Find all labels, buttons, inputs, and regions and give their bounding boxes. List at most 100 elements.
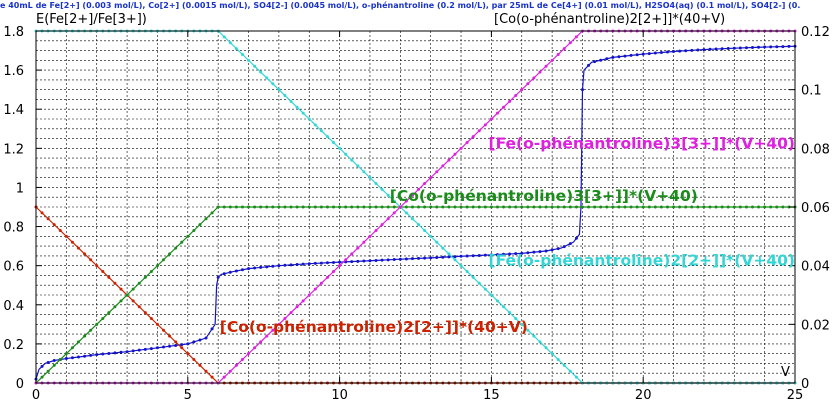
data-point	[204, 369, 208, 373]
data-point	[520, 322, 524, 326]
data-point	[374, 258, 378, 262]
data-point	[417, 187, 421, 191]
data-point	[204, 336, 208, 340]
data-point	[647, 205, 651, 209]
data-point	[295, 205, 299, 209]
data-point	[301, 299, 305, 303]
series-annotation: [Co(o-phénantroline)2[2+]]*(40+V)	[220, 318, 528, 336]
data-point	[247, 267, 251, 271]
data-point	[313, 261, 317, 265]
data-point	[441, 255, 445, 259]
data-point	[587, 63, 591, 67]
data-point	[137, 305, 141, 309]
y-left-tick-label: 1.2	[3, 142, 24, 157]
data-point	[702, 205, 706, 209]
data-point	[332, 260, 336, 264]
y-left-tick-label: 0.2	[3, 338, 24, 353]
data-point	[168, 252, 172, 256]
data-point	[429, 234, 433, 238]
data-point	[410, 205, 414, 209]
data-point	[89, 328, 93, 332]
data-point	[368, 176, 372, 180]
data-point	[538, 205, 542, 209]
data-point	[532, 250, 536, 254]
data-point	[301, 111, 305, 115]
data-point	[362, 170, 366, 174]
data-point	[362, 240, 366, 244]
y-left-tick-label: 1.6	[3, 64, 24, 79]
data-point	[95, 264, 99, 268]
data-point	[690, 205, 694, 209]
data-point	[174, 340, 178, 344]
data-point	[338, 264, 342, 268]
x-tick-label: 10	[331, 388, 348, 403]
data-point	[325, 275, 329, 279]
data-point	[52, 363, 56, 367]
data-point	[781, 45, 785, 49]
data-point	[483, 205, 487, 209]
data-point	[83, 354, 87, 358]
y-left-tick-label: 0	[16, 377, 24, 392]
data-point	[295, 262, 299, 266]
data-point	[259, 340, 263, 344]
data-point	[119, 299, 123, 303]
data-point	[216, 275, 220, 279]
data-point	[186, 352, 190, 356]
data-point	[696, 205, 700, 209]
data-point	[453, 152, 457, 156]
y-right-tick-label: 0.1	[801, 84, 822, 99]
data-point	[568, 242, 572, 246]
data-point	[732, 205, 736, 209]
data-point	[368, 234, 372, 238]
data-point	[629, 205, 633, 209]
data-point	[247, 58, 251, 62]
data-point	[593, 60, 597, 64]
data-point	[763, 205, 767, 209]
data-point	[228, 41, 232, 45]
data-point	[265, 334, 269, 338]
data-point	[532, 76, 536, 80]
data-point	[489, 205, 493, 209]
data-point	[289, 99, 293, 103]
data-point	[556, 52, 560, 56]
data-point	[155, 346, 159, 350]
data-point	[332, 205, 336, 209]
data-point	[338, 146, 342, 150]
y-right-tick-label: 0.12	[801, 25, 830, 40]
data-point	[769, 45, 773, 49]
data-point	[174, 246, 178, 250]
data-point	[781, 205, 785, 209]
data-point	[617, 205, 621, 209]
data-point	[131, 287, 135, 291]
data-point	[307, 262, 311, 266]
data-point	[192, 358, 196, 362]
data-point	[435, 240, 439, 244]
data-point	[101, 352, 105, 356]
y-left-tick-label: 1.4	[3, 103, 24, 118]
data-point	[611, 205, 615, 209]
data-point	[471, 275, 475, 279]
data-point	[471, 254, 475, 258]
data-point	[332, 140, 336, 144]
data-point	[64, 357, 68, 361]
data-point	[125, 350, 129, 354]
data-point	[277, 88, 281, 92]
data-point	[344, 152, 348, 156]
data-point	[307, 293, 311, 297]
data-point	[502, 205, 506, 209]
data-point	[240, 52, 244, 56]
data-point	[738, 205, 742, 209]
data-point	[58, 358, 62, 362]
chart-title: e 40mL de Fe[2+] (0.003 mol/L), Co[2+] (…	[0, 1, 801, 10]
data-point	[678, 49, 682, 53]
data-point	[143, 311, 147, 315]
data-point	[204, 217, 208, 221]
data-point	[380, 205, 384, 209]
data-point	[447, 158, 451, 162]
data-point	[222, 272, 226, 276]
data-point	[605, 57, 609, 61]
data-point	[131, 299, 135, 303]
data-point	[429, 176, 433, 180]
data-point	[356, 205, 360, 209]
data-point	[277, 205, 281, 209]
